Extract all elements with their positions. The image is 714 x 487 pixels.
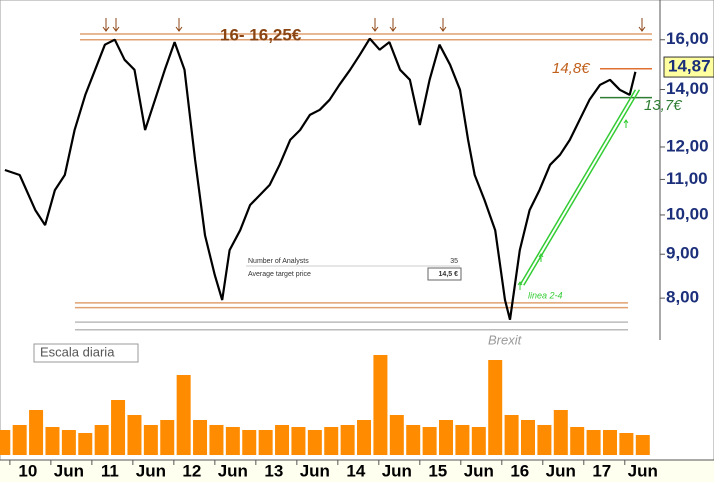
x-tick-label: Jun (546, 461, 576, 480)
analyst-table (244, 254, 462, 284)
annotation: linea 2-4 (528, 290, 563, 300)
volume-bar (29, 410, 44, 455)
volume-bar (422, 427, 437, 455)
x-tick-label: 17 (592, 461, 611, 480)
volume-bar (225, 427, 240, 455)
volume-bar (307, 430, 322, 455)
volume-bar (504, 415, 519, 455)
volume-bar (160, 420, 175, 455)
volume-bar (570, 427, 585, 455)
volume-bar (521, 420, 535, 455)
x-tick-label: Jun (464, 461, 494, 480)
trend-line (519, 89, 637, 286)
trend-line (523, 89, 641, 286)
volume-bar (439, 420, 454, 455)
volume-bar (602, 430, 617, 455)
volume-bar (324, 427, 339, 455)
x-tick-label: Jun (218, 461, 248, 480)
y-tick-label: 10,00 (666, 204, 709, 223)
volume-bar (242, 430, 257, 455)
x-tick-label: 16 (510, 461, 529, 480)
annotation: 16- 16,25€ (220, 25, 302, 44)
last-price-box (663, 56, 714, 78)
x-tick-label: 10 (18, 461, 37, 480)
annotation: Brexit (488, 332, 523, 347)
volume-bar (111, 400, 126, 455)
price-line (4, 37, 637, 320)
volume-bar (373, 355, 388, 455)
y-tick-label: 8,00 (666, 288, 699, 307)
volume-bar (12, 425, 27, 455)
target-box (427, 267, 462, 281)
y-tick-label: 11,00 (666, 169, 708, 188)
annotation: 13,7€ (644, 97, 682, 114)
x-tick-label: Jun (382, 461, 412, 480)
x-tick-label: 12 (182, 461, 201, 480)
table-cell: 14,5 € (439, 271, 459, 278)
volume-bar (258, 430, 273, 455)
volume-bar (127, 415, 142, 455)
x-tick-label: 15 (428, 461, 447, 480)
top-arrows (102, 18, 646, 32)
table-cell: 35 (450, 258, 458, 265)
volume-bar (291, 427, 306, 455)
volume-bar (193, 420, 208, 455)
x-tick-label: Jun (136, 461, 166, 480)
volume-bar (78, 433, 93, 455)
volume-bar (209, 425, 224, 455)
volume-bar (275, 425, 290, 455)
volume-bar (61, 430, 76, 455)
x-tick-label: 11 (101, 461, 119, 480)
volume-bar (488, 360, 503, 455)
volume-bar (143, 425, 158, 455)
volume-bar (537, 425, 552, 455)
y-tick-label: 12,00 (666, 136, 709, 155)
volume-bar (619, 433, 634, 455)
table-cell: Average target price (248, 271, 311, 278)
volume-bar (471, 427, 486, 455)
annotation: Escala diaria (40, 344, 115, 359)
x-tick-label: 14 (346, 461, 365, 480)
x-tick-label: 13 (264, 461, 283, 480)
x-axis-band (0, 460, 714, 482)
x-tick-label: Jun (54, 461, 84, 480)
table-cell: Number of Analysts (248, 258, 309, 265)
volume-bar (0, 430, 11, 455)
x-tick-label: Jun (628, 461, 658, 480)
volume-bar (455, 425, 470, 455)
volume-bar (553, 410, 568, 455)
volume-bar (176, 375, 191, 455)
scale-box (33, 343, 139, 363)
volume-bar (389, 415, 404, 455)
y-tick-label: 9,00 (666, 244, 699, 263)
y-tick-label: 14,00 (666, 79, 709, 98)
volume-bar (635, 435, 650, 455)
volume-bar (45, 427, 60, 455)
x-tick-label: Jun (300, 461, 330, 480)
volume-bar (586, 430, 601, 455)
last-price-label: 14,87 (668, 57, 711, 76)
volume-bar (94, 425, 109, 455)
volume-bar (406, 425, 421, 455)
volume-bar (357, 420, 372, 455)
volume-bar (340, 425, 355, 455)
annotation: 14,8€ (552, 60, 590, 77)
trend-arrows (517, 119, 629, 290)
y-tick-label: 16,00 (666, 29, 709, 48)
